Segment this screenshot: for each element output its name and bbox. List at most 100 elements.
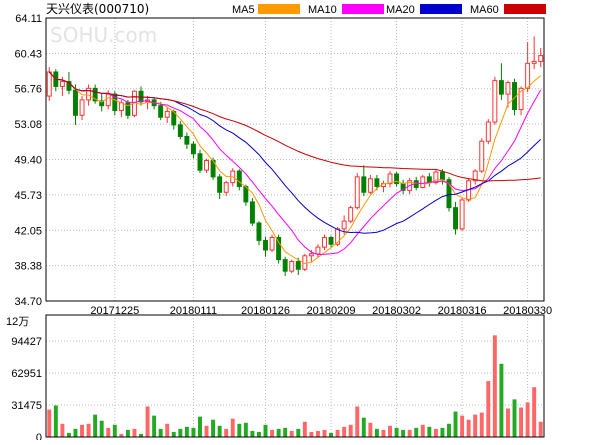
volume-bar: [60, 423, 65, 437]
candle-up: [79, 99, 85, 116]
volume-bar: [394, 427, 399, 437]
candle-up: [354, 176, 360, 209]
price-tick-label: 34.70: [14, 296, 42, 308]
volume-bar: [191, 427, 196, 437]
candle-down: [446, 179, 452, 209]
volume-bar: [178, 428, 183, 437]
volume-bar: [519, 407, 524, 437]
candle-down: [263, 239, 268, 251]
volume-bar: [204, 425, 209, 437]
candle-down: [498, 80, 504, 95]
candle-up: [204, 160, 210, 171]
volume-bar: [525, 402, 530, 437]
volume-bar: [139, 433, 143, 437]
candle-down: [92, 87, 98, 102]
volume-bar: [374, 428, 379, 437]
candle-down: [295, 261, 301, 270]
candle-up: [485, 121, 491, 142]
ma-line-ma10: [48, 71, 542, 256]
volume-bar: [250, 430, 255, 437]
candle-up: [59, 81, 65, 87]
date-tick-label: 20180316: [438, 305, 487, 317]
volume-bar: [211, 419, 216, 437]
volume-tick-label: 31475: [11, 400, 42, 412]
price-axis: 64.11 60.43 56.76 53.08 49.40 45.73 42.05 38.38…: [14, 13, 42, 308]
volume-bar: [119, 433, 124, 437]
volume-tick-label: 0: [36, 432, 42, 440]
volume-unit-label: 12万: [6, 316, 29, 328]
volume-bar: [302, 421, 307, 437]
volume-bar: [427, 426, 432, 437]
candle-down: [217, 176, 223, 193]
volume-bar: [440, 427, 445, 437]
chart-frame: [45, 17, 545, 438]
candle-up: [420, 176, 426, 188]
candle-up: [289, 261, 295, 272]
date-axis: 20171225 20180111 20180126 20180209 20180302…: [90, 305, 552, 317]
volume-bar: [309, 431, 314, 437]
candle-down: [439, 171, 445, 181]
price-tick-label: 56.76: [14, 84, 42, 96]
volume-bar: [256, 431, 261, 437]
candle-up: [472, 170, 478, 182]
ma-line-ma60: [48, 71, 541, 182]
volume-bar: [125, 429, 130, 437]
date-tick-label: 20180302: [372, 305, 421, 317]
candle-up: [538, 55, 544, 62]
candle-up: [341, 220, 347, 230]
volume-bar: [86, 423, 91, 437]
volume-bar: [270, 429, 275, 437]
volume-bar: [289, 430, 294, 437]
volume-bar: [492, 335, 497, 437]
volume-bar: [329, 432, 334, 437]
candle-down: [394, 173, 400, 185]
candle-down: [197, 153, 203, 171]
volume-bar: [73, 428, 78, 437]
candle-up: [335, 228, 341, 245]
candle-up: [348, 207, 354, 222]
candle-down: [374, 178, 380, 187]
volume-bar: [296, 428, 301, 437]
volume-bar: [466, 419, 471, 437]
candle-down: [282, 259, 288, 272]
volume-bar: [538, 421, 543, 437]
candle-down: [112, 93, 118, 111]
volume-bar: [283, 427, 288, 437]
legend-swatch-ma5: [258, 4, 300, 14]
price-tick-label: 53.08: [14, 119, 42, 131]
volume-bar: [152, 415, 157, 437]
candle-down: [361, 176, 367, 193]
volume-bar: [165, 423, 170, 437]
volume-tick-label: 62951: [11, 368, 42, 380]
volume-bar: [243, 422, 248, 437]
volume-bar: [132, 428, 137, 437]
price-panel-border: [45, 17, 545, 302]
volume-bar: [486, 381, 491, 437]
candle-down: [177, 124, 183, 137]
volume-bar: [368, 422, 373, 437]
volume-bar: [80, 424, 85, 437]
volume-bar: [407, 429, 412, 437]
volume-bar: [355, 406, 360, 437]
price-tick-label: 38.38: [14, 261, 42, 273]
legend-label-ma20: MA20: [386, 4, 415, 16]
legend-label-ma10: MA10: [308, 4, 337, 16]
date-tick-label: 20180126: [241, 305, 290, 317]
candle-up: [86, 87, 92, 101]
volume-bar: [322, 429, 327, 437]
volume-bar: [453, 411, 458, 437]
price-tick-label: 64.11: [15, 13, 42, 25]
volume-bar: [93, 414, 98, 437]
price-tick-label: 45.73: [14, 190, 42, 202]
candle-down: [453, 207, 459, 230]
volume-bar: [473, 414, 478, 437]
candles: [46, 36, 544, 276]
volume-bar: [532, 387, 537, 437]
legend-label-ma60: MA60: [470, 4, 499, 16]
legend-swatch-ma60: [504, 4, 546, 14]
candle-up: [322, 236, 327, 248]
candle-down: [158, 105, 164, 118]
volume-bar: [447, 423, 451, 437]
